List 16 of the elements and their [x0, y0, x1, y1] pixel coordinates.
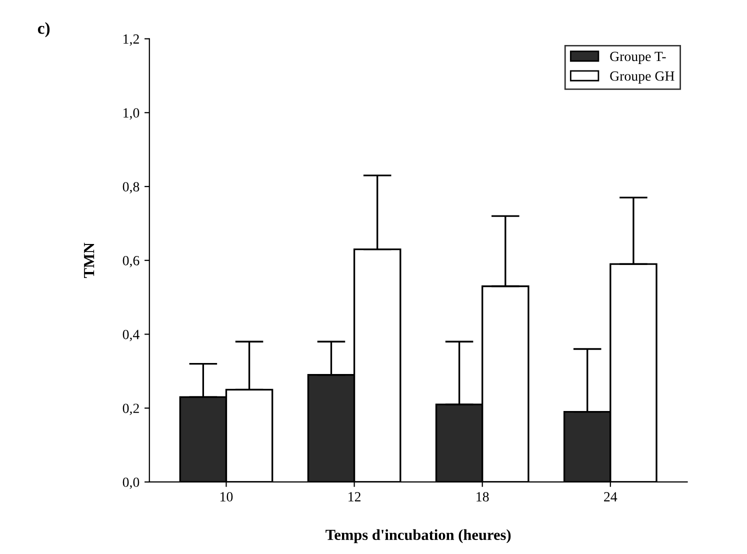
y-tick-label: 0,6: [122, 256, 140, 268]
legend-label: Groupe GH: [610, 71, 674, 84]
y-axis-title: TMN: [84, 242, 94, 278]
y-tick-label: 0,8: [122, 182, 140, 194]
x-axis-title: Temps d'incubation (heures): [326, 529, 511, 544]
legend-label: Groupe T-: [610, 52, 666, 64]
y-tick-label: 0,0: [122, 478, 140, 489]
x-tick-label: 18: [476, 492, 489, 502]
x-tick-label: 12: [348, 492, 360, 502]
x-tick-label: 10: [220, 492, 233, 502]
x-tick-label: 24: [604, 492, 618, 502]
y-tick-label: 0,2: [122, 404, 139, 416]
y-tick-label: 1,0: [124, 108, 140, 120]
y-tick-label: 1,2: [124, 34, 139, 46]
chart-title: c): [38, 22, 50, 38]
y-tick-label: 0,4: [122, 330, 140, 342]
